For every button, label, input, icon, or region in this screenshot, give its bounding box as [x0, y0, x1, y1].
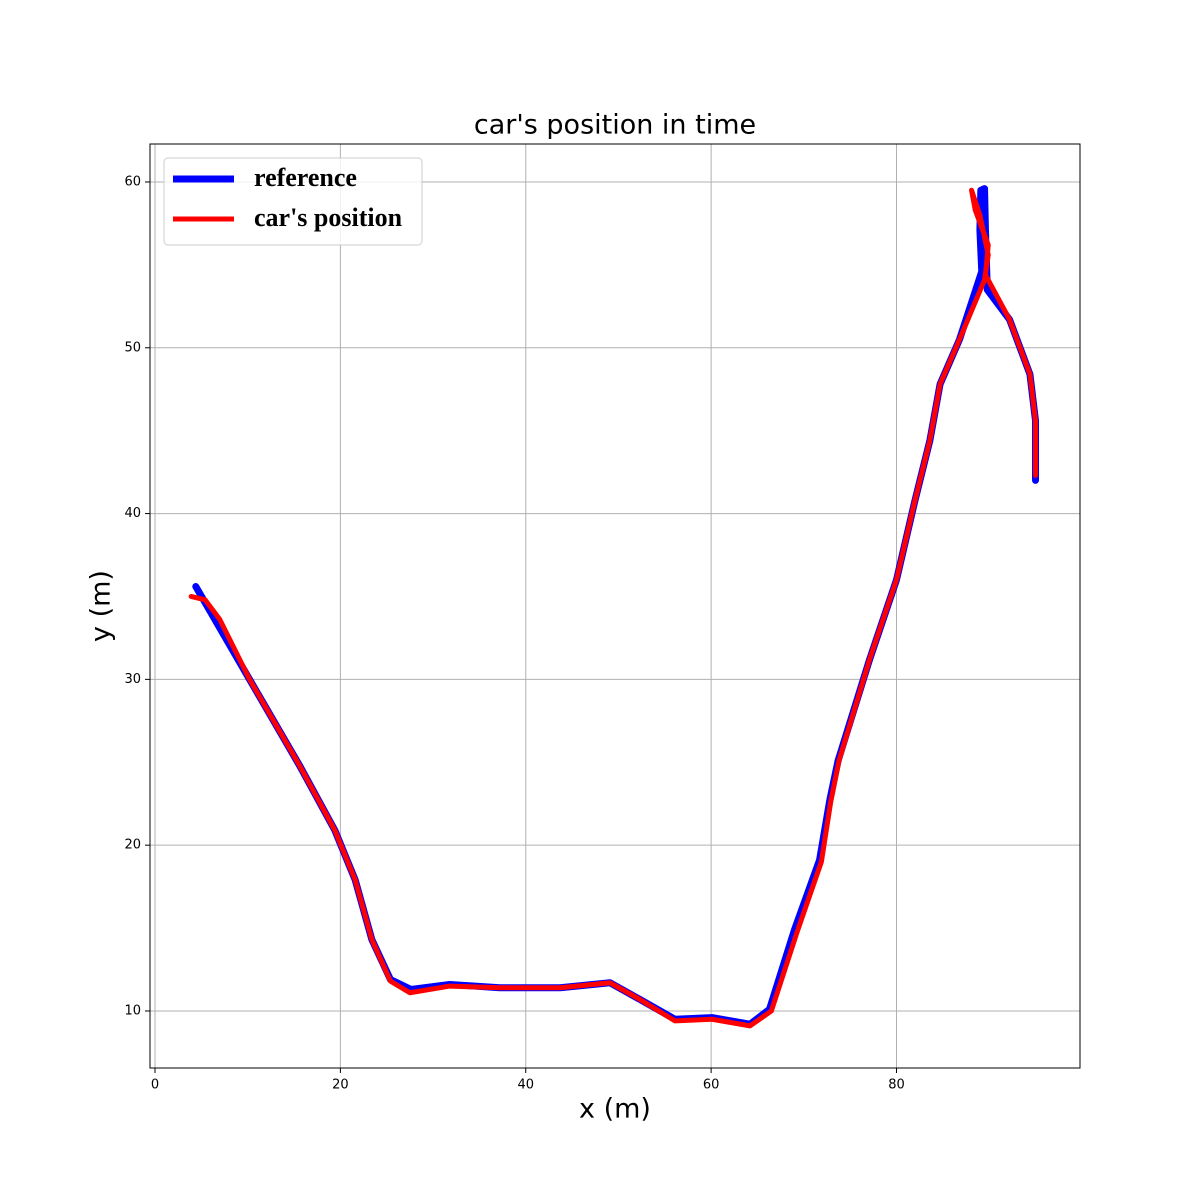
- x-tick-label: 40: [517, 1078, 534, 1093]
- y-tick-label: 10: [124, 1003, 141, 1018]
- y-tick-label: 20: [124, 838, 141, 853]
- legend-label: car's position: [254, 203, 403, 232]
- line: [192, 185, 1040, 1028]
- x-tick-label: 20: [332, 1078, 349, 1093]
- y-tick-label: 30: [124, 672, 141, 687]
- x-axis-label: x (m): [579, 1094, 651, 1125]
- x-tick-label: 60: [703, 1078, 720, 1093]
- chart-title: car's position in time: [474, 110, 756, 141]
- y-tick-label: 40: [124, 506, 141, 521]
- y-tick-label: 60: [124, 174, 141, 189]
- y-tick-label: 50: [124, 340, 141, 355]
- y-axis-label: y (m): [86, 570, 117, 642]
- line: [188, 187, 1039, 1029]
- plot-frame: [149, 143, 1081, 1069]
- x-tick-label: 0: [151, 1078, 159, 1093]
- x-tick-label: 80: [888, 1078, 905, 1093]
- legend-label: reference: [254, 163, 357, 192]
